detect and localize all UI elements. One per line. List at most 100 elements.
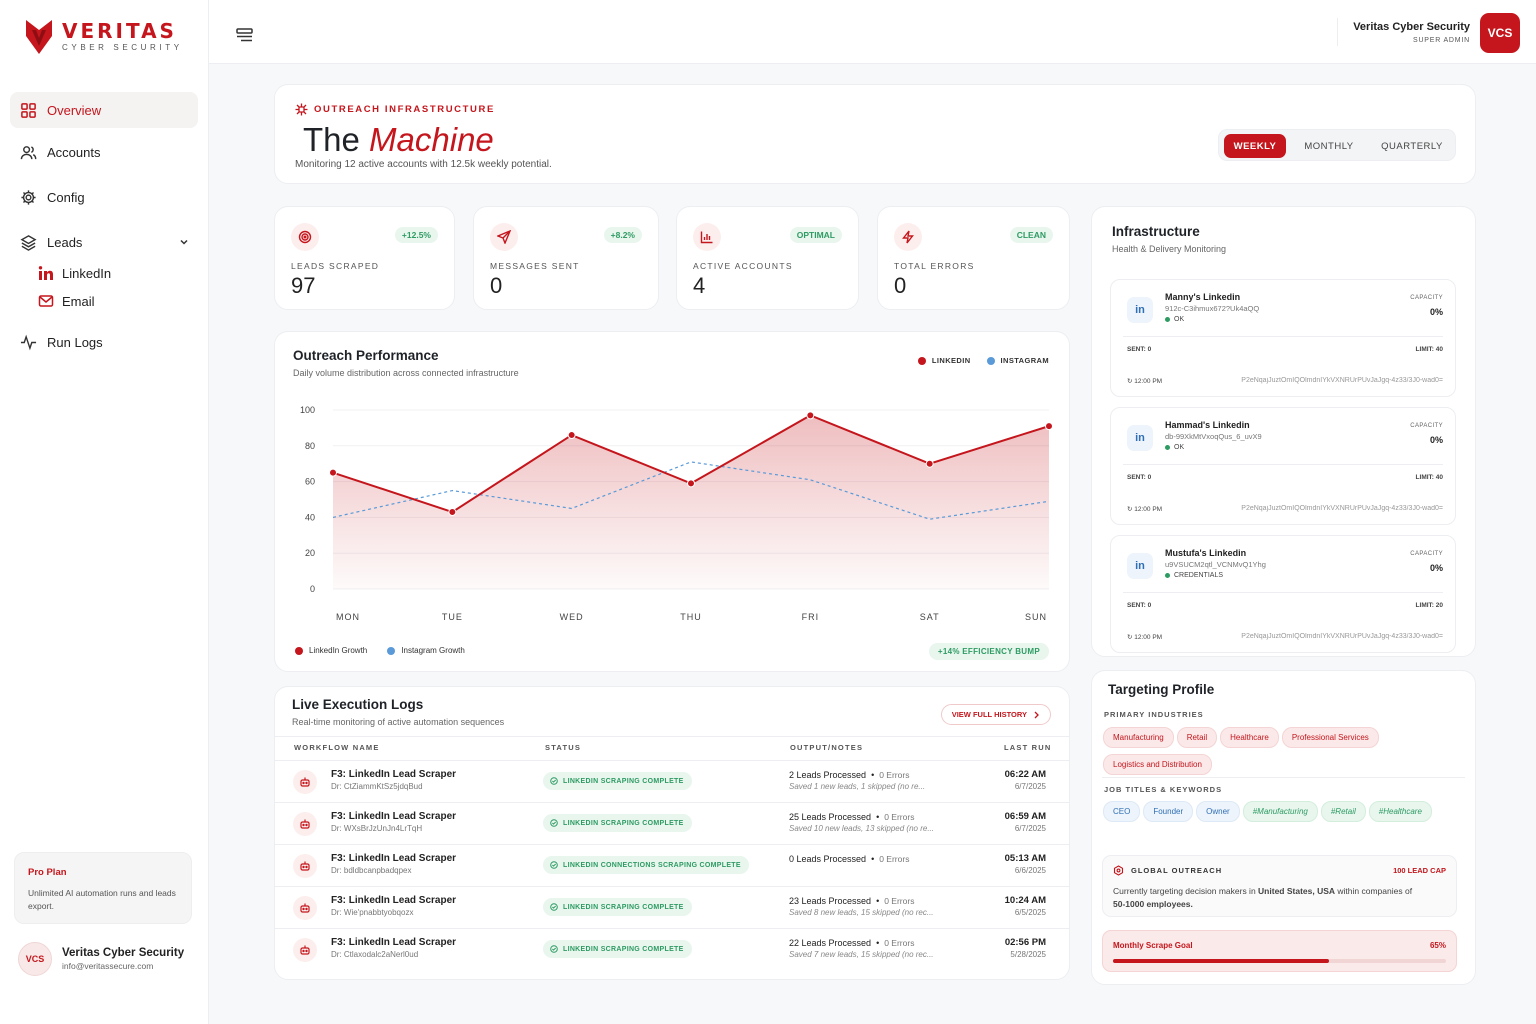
check-circle-icon [550,777,558,785]
status-badge: LINKEDIN CONNECTIONS SCRAPING COMPLETE [543,856,749,874]
nav-overview-label: Overview [47,102,102,118]
col-last-run[interactable]: LAST RUN [1004,743,1052,752]
pro-plan-desc: Unlimited AI automation runs and leads e… [28,888,176,911]
view-full-history-button[interactable]: VIEW FULL HISTORY [940,704,1051,725]
infra-title: Infrastructure [1112,224,1200,239]
session-token: P2eNqajJuztOmIQOlmdnIYkVXNRUrPUvJaJgq-4z… [1241,377,1443,384]
account-name: Manny's Linkedin [1165,292,1241,302]
workflow-id: Dr: CtZiammKtSz5jdqBud [331,782,423,791]
account-card[interactable]: in Manny's Linkedin 912c-C3ihmux672?Uk4a… [1110,279,1456,397]
limit-count: LIMIT: 40 [1415,346,1443,353]
menu-toggle-icon[interactable] [236,28,253,42]
shield-logo-icon [26,20,52,54]
stat-card-messages[interactable]: +8.2% MESSAGES SENT 0 [473,206,659,310]
topbar-user[interactable]: Veritas Cyber Security SUPER ADMIN [1353,21,1470,44]
account-card[interactable]: in Hammad's Linkedin db-99XkMtVxoqQus_6_… [1110,407,1456,525]
x-tick-label: TUE [442,612,463,622]
nav-leads-linkedin[interactable]: LinkedIn [38,265,111,281]
period-monthly[interactable]: MONTHLY [1304,140,1354,152]
bolt-icon [894,223,922,251]
industries-tags: Manufacturing Retail Healthcare Professiona… [1103,727,1463,781]
legend-linkedin: LINKEDIN [917,356,971,365]
last-run-time: 05:13 AM [1004,853,1046,864]
linkedin-point [329,468,337,477]
keyword-tag[interactable]: #Healthcare [1368,801,1432,822]
keyword-tag[interactable]: #Manufacturing [1242,801,1318,822]
account-card[interactable]: in Mustufa's Linkedin u9VSUCM2qtl_VCNMvQ… [1110,535,1456,653]
nav-leads-label: Leads [47,234,83,250]
avatar: VCS [18,942,52,976]
last-run-date: 5/28/2025 [1010,950,1046,959]
y-tick-label: 80 [305,441,315,451]
nav-overview[interactable]: Overview [10,92,198,128]
table-row[interactable]: F3: LinkedIn Lead Scraper Dr: CtZiammKtS… [275,760,1070,802]
title-tag[interactable]: Founder [1143,801,1194,822]
status-text: LINKEDIN SCRAPING COMPLETE [563,903,684,911]
sync-time: ↻ 12:00 PM [1127,506,1163,513]
brand-logo[interactable]: VERITAS CYBER SECURITY [24,16,183,56]
account-status: CREDENTIALS [1165,572,1223,579]
title-tag[interactable]: Owner [1196,801,1240,822]
topbar: Veritas Cyber Security SUPER ADMIN VCS [209,0,1536,64]
linkedin-icon: in [1127,297,1153,323]
chevron-down-icon[interactable] [178,236,190,248]
period-quarterly[interactable]: QUARTERLY [1381,140,1443,152]
logs-title: Live Execution Logs [292,697,424,712]
users-icon [20,145,37,159]
status-dot-icon [1165,573,1170,578]
nav-config[interactable]: Config [10,179,198,215]
nav-leads-email[interactable]: Email [38,293,95,309]
outreach-line-chart[interactable]: 0 20 40 60 80 100 MON TUE WED THU FRI SAT SUN [275,332,1071,673]
industry-tag[interactable]: Logistics and Distribution [1103,754,1212,775]
period-weekly[interactable]: WEEKLY [1224,134,1286,158]
workflow-id: Dr: bdldbcanpbadqpex [331,866,412,875]
industry-tag[interactable]: Professional Services [1281,727,1379,748]
stat-card-accounts[interactable]: OPTIMAL ACTIVE ACCOUNTS 4 [676,206,859,310]
nav-leads[interactable]: Leads [10,224,198,260]
status-badge: LINKEDIN SCRAPING COMPLETE [543,898,692,916]
title-tag[interactable]: CEO [1103,801,1141,822]
sidebar: VERITAS CYBER SECURITY Overview Accounts… [0,0,209,1024]
last-run-time: 10:24 AM [1004,895,1046,906]
stat-label: MESSAGES SENT [490,261,580,271]
stat-card-errors[interactable]: CLEAN TOTAL ERRORS 0 [877,206,1070,310]
col-workflow-name[interactable]: WORKFLOW NAME [294,743,380,752]
industry-tag[interactable]: Healthcare [1220,727,1279,748]
account-id: u9VSUCM2qtl_VCNMvQ1Yhg [1165,560,1266,569]
check-circle-icon [550,903,558,911]
linkedin-point [806,411,815,420]
user-email: info@veritassecure.com [62,961,154,971]
linkedin-icon: in [1127,553,1153,579]
col-status[interactable]: STATUS [545,743,582,752]
goal-progress-track [1113,959,1446,963]
x-tick-label: THU [680,612,702,622]
stat-badge: OPTIMAL [789,227,842,243]
nav-run-logs[interactable]: Run Logs [10,324,198,360]
stat-badge: +8.2% [603,227,642,243]
capacity-value: 0% [1429,563,1443,573]
linkedin-point [925,459,934,468]
stat-card-leads[interactable]: +12.5% LEADS SCRAPED 97 [274,206,455,310]
table-row[interactable]: F3: LinkedIn Lead Scraper Dr: WXsBrJzUnJ… [275,802,1070,844]
keyword-tag[interactable]: #Retail [1320,801,1366,822]
lead-cap: 100 LEAD CAP [1393,866,1446,875]
topbar-avatar[interactable]: VCS [1480,13,1520,53]
session-token: P2eNqajJuztOmIQOlmdnIYkVXNRUrPUvJaJgq-4z… [1241,633,1443,640]
table-row[interactable]: F3: LinkedIn Lead Scraper Dr: Wie'pnabbt… [275,886,1070,928]
col-output[interactable]: OUTPUT/NOTES [790,743,864,752]
table-row[interactable]: F3: LinkedIn Lead Scraper Dr: Ctlaxodalc… [275,928,1070,970]
global-outreach-text: Currently targeting decision makers in U… [1113,886,1413,909]
targeting-divider [1102,777,1465,778]
nav-accounts[interactable]: Accounts [10,134,198,170]
industry-tag[interactable]: Manufacturing [1103,727,1174,748]
account-name: Mustufa's Linkedin [1165,548,1247,558]
table-row[interactable]: F3: LinkedIn Lead Scraper Dr: bdldbcanpb… [275,844,1070,886]
x-tick-label: SUN [1025,612,1047,622]
user-profile[interactable]: VCS Veritas Cyber Security info@veritass… [18,942,184,976]
industry-tag[interactable]: Retail [1176,727,1218,748]
check-circle-icon [550,945,558,953]
goal-percent: 65% [1429,941,1446,950]
network-icon [295,103,308,116]
legend-instagram-growth: Instagram Growth [387,646,465,655]
goal-progress-fill [1113,959,1330,963]
